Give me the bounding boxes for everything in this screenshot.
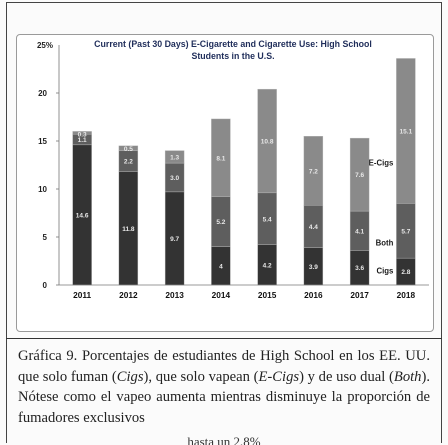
y-tick-label: 20	[38, 89, 47, 98]
data-label: 5.4	[263, 216, 272, 223]
x-tick-label: 2017	[350, 290, 369, 300]
data-label: 5.2	[216, 219, 225, 226]
data-label: 9.7	[170, 236, 179, 243]
data-label: 1.1	[78, 137, 87, 144]
chart-bars: 14.6 1.10.3 11.8 2.2 0.5 9.7 3.0 1.3 4 5.2 8.1 4.2 5…	[72, 58, 416, 286]
x-tick-label: 2012	[119, 290, 138, 300]
bar-segment-e-cigs	[349, 137, 370, 212]
x-tick-label: 2013	[165, 290, 184, 300]
bar-segment-e-cigs	[164, 150, 185, 164]
data-label: 0.5	[124, 146, 133, 153]
y-tick-label: 0	[43, 281, 48, 290]
bar-segment-e-cigs	[303, 135, 324, 206]
data-label: 2.2	[124, 159, 133, 166]
x-tick-label: 2016	[304, 290, 323, 300]
data-label: 5.7	[401, 228, 410, 235]
figure-caption: Gráfica 9. Porcentajes de estudiantes de…	[18, 346, 430, 428]
data-label: 10.8	[261, 139, 274, 146]
x-tick-label: 2014	[212, 290, 231, 300]
bar-segment-e-cigs	[118, 145, 139, 151]
data-label: 3.0	[170, 175, 179, 182]
caption-term-cigs: Cigs	[116, 368, 144, 385]
caption-rule	[6, 338, 442, 339]
data-label: 4.1	[355, 228, 364, 235]
bar-segment-e-cigs	[211, 118, 231, 197]
data-label: 11.8	[122, 226, 135, 233]
y-tick-label-top: 25%	[37, 41, 53, 50]
bar-segment-e-cigs	[396, 58, 416, 204]
data-label: 3.6	[355, 265, 364, 272]
data-label: 14.6	[76, 212, 89, 219]
data-label: 7.2	[309, 168, 318, 175]
caption-term-ecigs: E-Cigs	[258, 368, 300, 385]
page-frame	[6, 2, 442, 443]
data-label: 1.3	[170, 154, 179, 161]
data-label: 8.1	[216, 155, 225, 162]
caption-suffix: ). Nótese como el vapeo aumenta mientras…	[18, 368, 430, 426]
data-label: 4	[219, 263, 223, 270]
y-tick-label: 15	[38, 137, 47, 146]
data-label: 7.6	[355, 172, 364, 179]
caption-mid1: ), que solo vapean (	[143, 368, 259, 385]
data-label: 3.9	[309, 264, 318, 271]
chart-axes: 25% 0 5 10 15 20 2011 2012 2013 2014 2015 2016 2017 2…	[37, 41, 429, 300]
series-label-e-cigs: E-Cigs	[369, 159, 394, 168]
top-rule	[6, 2, 442, 3]
x-tick-label: 2015	[258, 290, 277, 300]
caption-mid2: ) y de uso dual (	[299, 368, 394, 385]
caption-tail: hasta un 2,8%	[187, 434, 261, 445]
data-label: 4.2	[263, 262, 272, 269]
series-label-both: Both	[376, 238, 394, 247]
bar-segment-e-cigs	[257, 88, 277, 194]
caption-term-both: Both	[393, 368, 422, 385]
data-label: 15.1	[400, 128, 413, 135]
data-label: 4.4	[309, 224, 318, 231]
x-tick-label: 2018	[397, 290, 416, 300]
series-label-cigs: Cigs	[376, 267, 394, 276]
stacked-bar-chart: Current (Past 30 Days) E-Cigarette and C…	[37, 39, 429, 300]
chart-panel: Current (Past 30 Days) E-Cigarette and C…	[16, 34, 434, 332]
y-tick-label: 10	[38, 185, 47, 194]
x-tick-label: 2011	[73, 290, 91, 300]
data-label: 0.3	[78, 131, 87, 138]
y-tick-label: 5	[43, 233, 48, 242]
chart-title-line1: Current (Past 30 Days) E-Cigarette and C…	[94, 39, 372, 49]
bar-segment-e-cigs	[72, 131, 92, 135]
caption-prefix: Gráfica 9. Porcentajes de estudiantes de…	[18, 348, 430, 385]
chart-title-line2: Students in the U.S.	[191, 51, 274, 61]
data-label: 2.8	[401, 269, 410, 276]
